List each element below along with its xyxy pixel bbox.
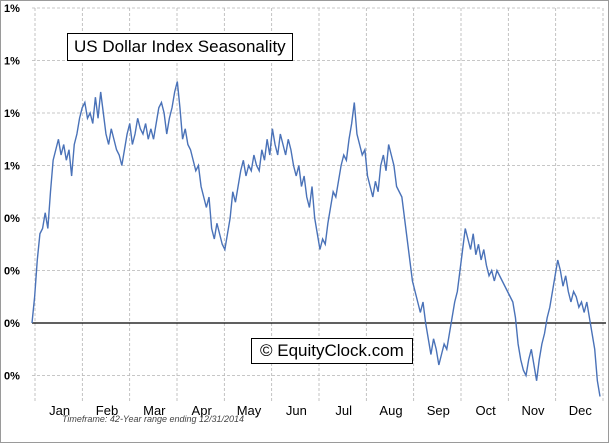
y-axis-ticks: 0% 0% 0% 0% 1% 1% 1% 1%: [4, 3, 20, 383]
y-tick-label: 1%: [4, 3, 20, 15]
y-tick-label: 0%: [4, 266, 20, 278]
x-tick-label: Jun: [286, 403, 307, 418]
x-tick-label: Nov: [521, 403, 545, 418]
y-tick-label: 0%: [4, 371, 20, 383]
x-axis-months: Jan Feb Mar Apr May Jun Jul Aug Sep Oct Nov Dec: [49, 403, 592, 418]
y-tick-label: 1%: [4, 161, 20, 173]
x-tick-label: Mar: [143, 403, 166, 418]
chart-title: US Dollar Index Seasonality: [67, 33, 293, 61]
x-tick-label: Jan: [49, 403, 70, 418]
x-tick-label: Aug: [379, 403, 402, 418]
x-tick-label: Sep: [427, 403, 450, 418]
y-tick-label: 1%: [4, 108, 20, 120]
watermark: © EquityClock.com: [251, 338, 413, 364]
y-tick-label: 1%: [4, 56, 20, 68]
x-tick-label: Jul: [335, 403, 352, 418]
y-tick-label: 0%: [4, 213, 20, 225]
grid: [32, 7, 604, 402]
x-tick-label: Feb: [96, 403, 118, 418]
series-line-usd-index: [31, 81, 601, 397]
y-tick-label: 0%: [4, 318, 20, 330]
x-tick-label: Oct: [476, 403, 497, 418]
x-tick-label: Apr: [192, 403, 213, 418]
x-tick-label: Dec: [569, 403, 593, 418]
footnote: Timeframe: 42-Year range ending 12/31/20…: [62, 414, 245, 424]
x-tick-label: May: [237, 403, 262, 418]
